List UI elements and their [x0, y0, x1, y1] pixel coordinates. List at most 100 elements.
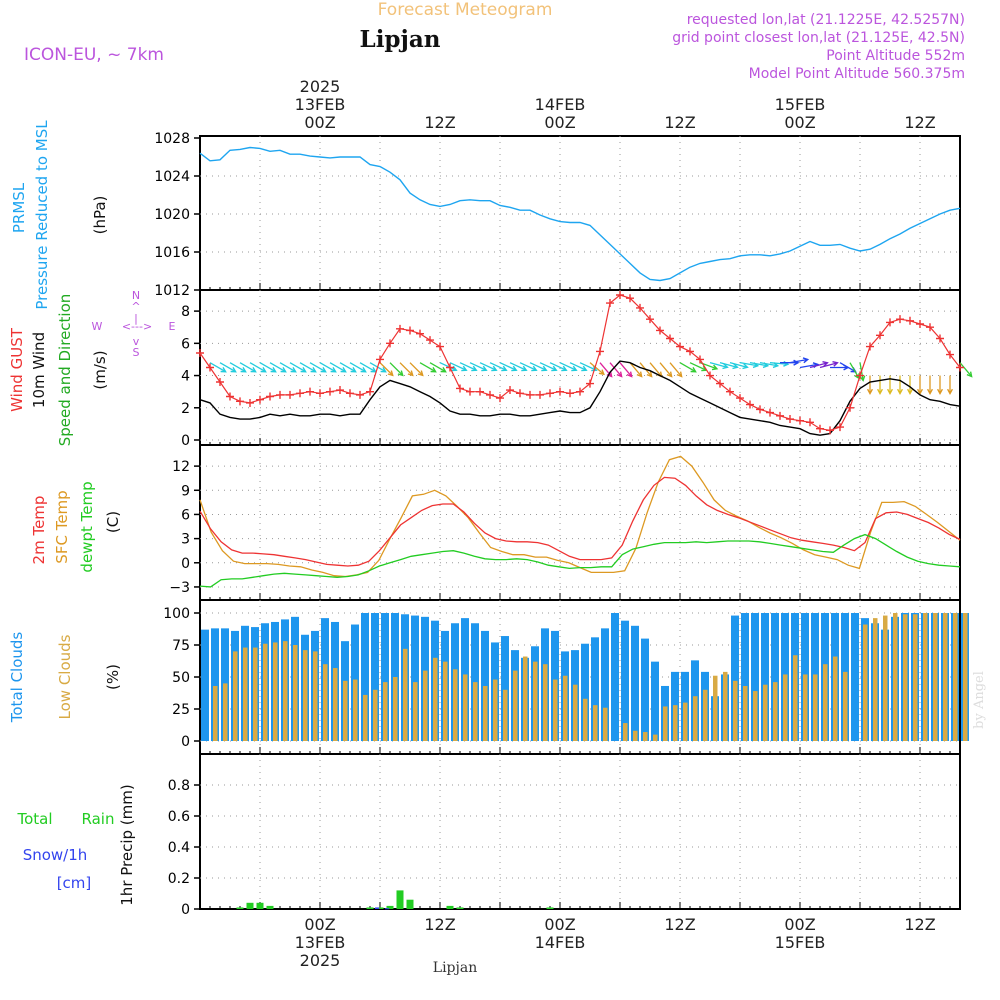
wind-direction-arrow	[896, 375, 904, 396]
wind-arrow-head	[250, 367, 257, 373]
precip-ytick-label: 0.8	[168, 778, 190, 794]
low-clouds-bar	[653, 734, 658, 741]
wind-arrow-shaft	[239, 362, 256, 373]
total-clouds-bar	[211, 628, 219, 741]
low-clouds-bar	[293, 645, 298, 741]
wind-arrow-head	[320, 367, 327, 373]
wind-arrow-shaft	[649, 362, 663, 377]
bottom-axis-label: 12Z	[904, 915, 935, 934]
total-clouds-bar	[611, 613, 619, 741]
wind-arrow-head	[531, 365, 538, 372]
wind-direction-arrow	[519, 362, 538, 372]
wind-arrow-shaft	[309, 362, 326, 373]
clouds-panel: 0 25 50 75 100	[163, 599, 969, 755]
wind-gust-marker	[796, 416, 804, 425]
low-clouds-bar	[783, 674, 788, 741]
precip-ytick-label: 0.6	[168, 809, 190, 825]
low-clouds-bar	[873, 618, 878, 741]
wind-direction-arrow	[459, 362, 478, 372]
clouds-unit: (%)	[104, 664, 122, 690]
wind-gust-marker	[346, 389, 354, 398]
wind-gust-marker	[586, 379, 594, 388]
wind-direction-arrow	[780, 359, 800, 366]
wind-arrow-head	[387, 370, 394, 377]
wind-direction-arrow	[866, 375, 874, 396]
low-clouds-bar	[253, 647, 258, 741]
wind-arrow-head	[360, 367, 367, 373]
wind-arrow-shaft	[739, 362, 758, 367]
precip-ytick-label: 0	[181, 902, 190, 918]
wind-arrow-shaft	[439, 362, 457, 371]
compass-down: v	[133, 335, 140, 348]
low-clouds-label: Low Clouds	[56, 634, 74, 719]
low-clouds-bar	[623, 723, 628, 741]
wind-arrow-shaft	[229, 362, 246, 373]
wind-arrow-shaft	[379, 362, 394, 376]
wind-arrow-head	[690, 367, 697, 373]
wind-direction-arrow	[559, 362, 578, 372]
wind-direction-arrow	[809, 361, 829, 369]
wind-arrow-head	[310, 367, 317, 373]
wind-arrow-head	[946, 388, 954, 396]
rain-bar	[236, 907, 244, 909]
wind-arrow-head	[793, 359, 800, 366]
wind-arrow-shaft	[419, 362, 436, 373]
wind-gust-marker	[376, 355, 384, 364]
wind-direction-arrow	[719, 362, 739, 370]
wind-arrow-shaft	[409, 362, 424, 376]
wind-gust-marker	[916, 320, 924, 328]
wind-arrow-shaft	[299, 362, 316, 373]
low-clouds-bar	[683, 702, 688, 741]
wind-arrow-shaft	[729, 362, 748, 368]
bottom-location-label: Lipjan	[433, 960, 477, 976]
total-clouds-bar	[851, 613, 859, 741]
wind-arrow-head	[451, 365, 458, 372]
wind-arrow-head	[906, 388, 914, 396]
wind-arrow-shaft	[359, 362, 376, 373]
low-clouds-bar	[593, 705, 598, 741]
low-clouds-bar	[773, 682, 778, 741]
wind-arrow-shaft	[289, 362, 306, 373]
wind-direction-arrow	[906, 375, 914, 396]
total-clouds-bar	[621, 620, 629, 741]
wind-direction-arrow	[269, 362, 287, 373]
total-clouds-bar	[481, 630, 489, 741]
compass-north: N	[132, 289, 140, 302]
wind-gust-marker	[476, 387, 484, 396]
wind-panel: 0 2 4 6 8	[181, 289, 973, 449]
wind-direction-arrow	[659, 362, 673, 378]
wind-gust-marker	[366, 387, 374, 396]
wind-arrow-head	[551, 365, 558, 372]
compass-we-arrow: <--->	[122, 320, 152, 333]
wind-arrow-shaft	[809, 362, 828, 369]
wind-unit: (m/s)	[91, 350, 109, 389]
wind-arrow-head	[440, 367, 447, 373]
wind-arrow-shaft	[469, 362, 487, 371]
wind-arrow-head	[407, 370, 414, 377]
bottom-axis-label: 13FEB	[295, 933, 346, 952]
location-title: Lipjan	[360, 26, 441, 53]
wind-arrow-shaft	[709, 362, 728, 368]
precip-ytick-label: 0.2	[168, 871, 190, 887]
wind-arrow-shaft	[569, 362, 587, 371]
wind-arrow-head	[511, 365, 518, 372]
wind-gust-marker	[746, 400, 754, 409]
wind-gust-marker	[766, 408, 774, 417]
wind-gust-marker	[646, 315, 654, 324]
wind-direction-arrow	[379, 362, 394, 377]
wind-gust-marker	[826, 426, 834, 435]
wind-gust-marker	[836, 423, 844, 432]
model-label: ICON-EU, ~ 7km	[24, 45, 164, 65]
wind-gust-marker	[286, 390, 294, 399]
wind-direction-arrow	[329, 362, 347, 373]
temp-sfc-label: SFC Temp	[53, 490, 71, 563]
low-clouds-bar	[963, 613, 968, 741]
low-clouds-bar	[533, 661, 538, 741]
wind-10m-label: 10m Wind	[30, 332, 48, 408]
wind-arrow-head	[561, 365, 568, 372]
wind-arrow-head	[220, 367, 227, 373]
wind-direction-arrow	[589, 362, 605, 376]
wind-gust-marker	[656, 326, 664, 335]
wind-arrow-head	[491, 365, 498, 372]
